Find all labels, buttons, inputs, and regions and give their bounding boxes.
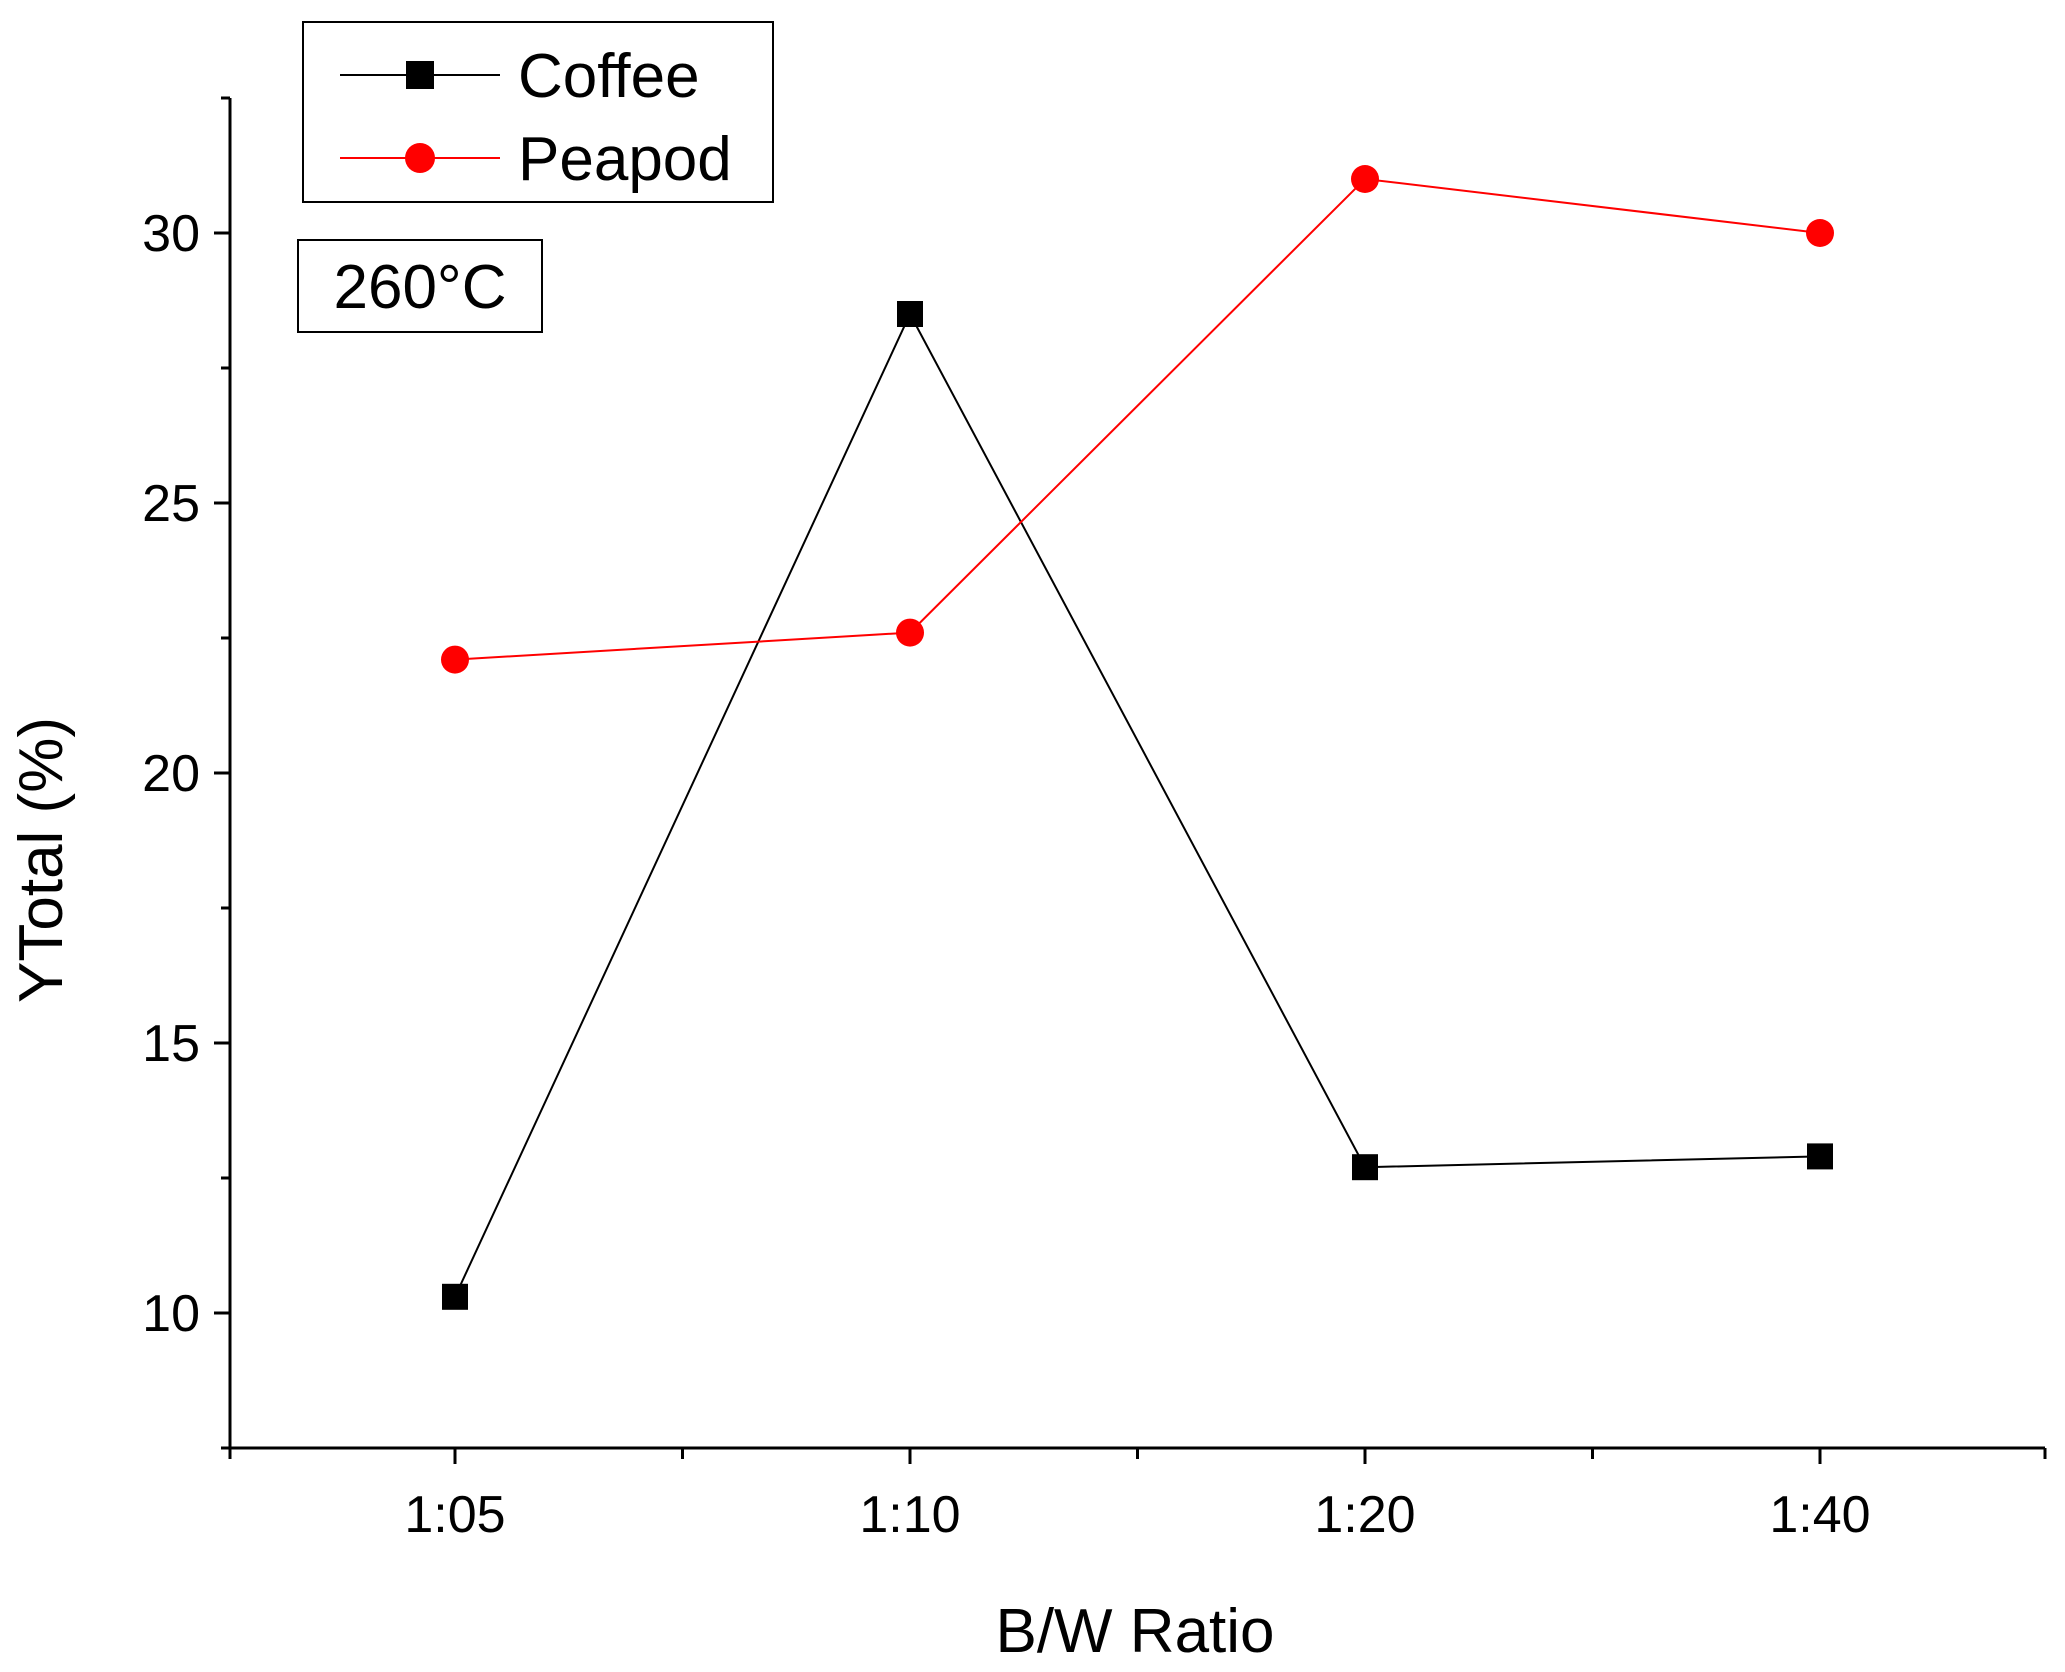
- series-line-coffee: [454, 311, 1821, 1298]
- y-tick-label: 15: [142, 1015, 200, 1073]
- legend-label-coffee: Coffee: [518, 42, 700, 111]
- data-point-peapod: [896, 618, 924, 647]
- legend-marker-coffee: [406, 61, 434, 89]
- data-point-peapod: [1806, 219, 1834, 247]
- x-ticks: 1:05 1:10 1:20 1:40: [228, 1448, 2047, 1544]
- annotation-label: 260°C: [333, 253, 506, 322]
- legend-marker-peapod: [405, 143, 435, 173]
- series-layer: [441, 165, 1834, 1310]
- x-axis-title: B/W Ratio: [995, 1597, 1274, 1666]
- y-tick-label: 10: [142, 1285, 200, 1343]
- series-line-peapod: [454, 177, 1821, 661]
- data-point-peapod: [1351, 165, 1379, 193]
- y-tick-label: 20: [142, 745, 200, 803]
- y-tick-label: 25: [142, 475, 200, 533]
- x-tick-label: 1:10: [859, 1486, 960, 1544]
- x-tick-label: 1:05: [404, 1486, 505, 1544]
- y-tick-label: 30: [142, 205, 200, 263]
- y-ticks: 10 15 20 25 30: [142, 96, 230, 1450]
- temperature-annotation: 260°C: [297, 239, 543, 333]
- data-point-coffee: [442, 1283, 468, 1310]
- x-tick-label: 1:40: [1769, 1486, 1870, 1544]
- data-point-coffee: [1807, 1143, 1833, 1170]
- legend: Coffee Peapod: [302, 21, 774, 203]
- data-point-coffee: [1352, 1154, 1378, 1181]
- data-point-coffee: [897, 301, 923, 327]
- legend-label-peapod: Peapod: [518, 125, 732, 194]
- annotation-box: [297, 239, 543, 333]
- legend-box: [302, 21, 774, 203]
- data-point-peapod: [441, 645, 469, 674]
- x-tick-label: 1:20: [1314, 1486, 1415, 1544]
- y-axis-title: YTotal (%): [7, 717, 76, 1003]
